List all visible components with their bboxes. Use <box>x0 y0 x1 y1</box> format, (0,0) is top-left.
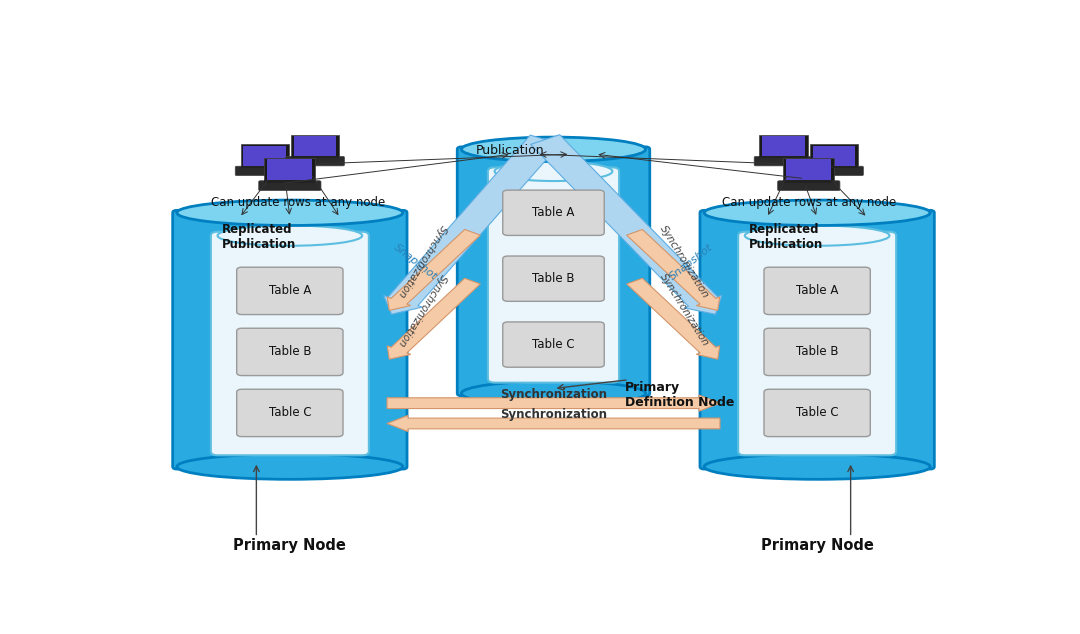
Text: Synchronization: Synchronization <box>500 388 607 401</box>
FancyBboxPatch shape <box>235 166 294 176</box>
Text: Table A: Table A <box>269 285 311 297</box>
FancyBboxPatch shape <box>243 146 286 165</box>
FancyBboxPatch shape <box>265 158 315 182</box>
Text: Snapshot: Snapshot <box>392 242 438 281</box>
FancyBboxPatch shape <box>457 147 650 396</box>
Ellipse shape <box>461 381 646 406</box>
FancyBboxPatch shape <box>786 159 832 180</box>
FancyBboxPatch shape <box>759 134 808 157</box>
FancyBboxPatch shape <box>738 231 896 455</box>
FancyBboxPatch shape <box>700 210 934 469</box>
FancyBboxPatch shape <box>810 165 859 168</box>
FancyBboxPatch shape <box>764 267 870 314</box>
FancyBboxPatch shape <box>237 328 343 375</box>
Text: Table C: Table C <box>796 406 838 420</box>
Text: Publication: Publication <box>476 145 544 157</box>
FancyBboxPatch shape <box>503 190 604 235</box>
FancyArrow shape <box>387 415 720 432</box>
Text: Table B: Table B <box>796 346 838 358</box>
FancyBboxPatch shape <box>783 158 835 182</box>
FancyBboxPatch shape <box>294 136 336 156</box>
FancyBboxPatch shape <box>265 180 315 183</box>
Ellipse shape <box>177 200 403 226</box>
FancyArrow shape <box>388 230 481 311</box>
Text: Table B: Table B <box>532 272 575 285</box>
Text: Synchronization: Synchronization <box>500 408 607 421</box>
FancyBboxPatch shape <box>783 180 835 183</box>
Ellipse shape <box>745 226 890 246</box>
Text: Primary Node: Primary Node <box>760 538 874 553</box>
Ellipse shape <box>704 200 930 226</box>
FancyBboxPatch shape <box>241 145 289 167</box>
FancyArrow shape <box>530 134 721 314</box>
Text: Replicated
Publication: Replicated Publication <box>750 223 824 250</box>
Text: Replicated
Publication: Replicated Publication <box>222 223 296 250</box>
Text: Can update rows at any node: Can update rows at any node <box>211 196 386 209</box>
FancyBboxPatch shape <box>241 165 289 168</box>
FancyBboxPatch shape <box>259 181 321 191</box>
FancyBboxPatch shape <box>503 256 604 301</box>
FancyBboxPatch shape <box>173 210 407 469</box>
Ellipse shape <box>217 226 362 246</box>
Text: Table C: Table C <box>269 406 311 420</box>
FancyBboxPatch shape <box>754 157 813 166</box>
Text: Snapshot: Snapshot <box>669 242 715 281</box>
Ellipse shape <box>177 454 403 479</box>
FancyArrow shape <box>383 135 561 314</box>
FancyArrow shape <box>387 395 720 411</box>
Text: Primary
Definition Node: Primary Definition Node <box>624 381 734 409</box>
FancyBboxPatch shape <box>211 231 369 455</box>
Text: Primary Node: Primary Node <box>233 538 347 553</box>
FancyBboxPatch shape <box>285 157 345 166</box>
FancyBboxPatch shape <box>812 146 855 165</box>
FancyBboxPatch shape <box>810 145 859 167</box>
Text: Table A: Table A <box>796 285 838 297</box>
Text: Table B: Table B <box>269 346 311 358</box>
FancyBboxPatch shape <box>762 136 805 156</box>
FancyBboxPatch shape <box>759 156 808 158</box>
FancyBboxPatch shape <box>291 156 339 158</box>
FancyBboxPatch shape <box>764 389 870 437</box>
FancyBboxPatch shape <box>267 159 312 180</box>
FancyArrow shape <box>388 278 481 359</box>
Text: Synchronization: Synchronization <box>396 223 449 300</box>
FancyBboxPatch shape <box>237 389 343 437</box>
Ellipse shape <box>495 162 612 181</box>
FancyBboxPatch shape <box>488 167 619 383</box>
FancyBboxPatch shape <box>764 328 870 375</box>
Text: Synchronization: Synchronization <box>658 223 711 300</box>
FancyBboxPatch shape <box>503 322 604 367</box>
FancyArrow shape <box>626 278 719 359</box>
Ellipse shape <box>461 137 646 162</box>
FancyBboxPatch shape <box>778 181 840 191</box>
Text: Synchronization: Synchronization <box>658 272 711 349</box>
Text: Table C: Table C <box>532 338 575 351</box>
FancyArrow shape <box>626 230 719 311</box>
FancyBboxPatch shape <box>291 134 339 157</box>
Ellipse shape <box>704 454 930 479</box>
Text: Synchronization: Synchronization <box>396 272 449 349</box>
Text: Table A: Table A <box>532 206 575 219</box>
FancyBboxPatch shape <box>805 166 863 176</box>
Text: Can update rows at any node: Can update rows at any node <box>721 196 896 209</box>
FancyBboxPatch shape <box>237 267 343 314</box>
